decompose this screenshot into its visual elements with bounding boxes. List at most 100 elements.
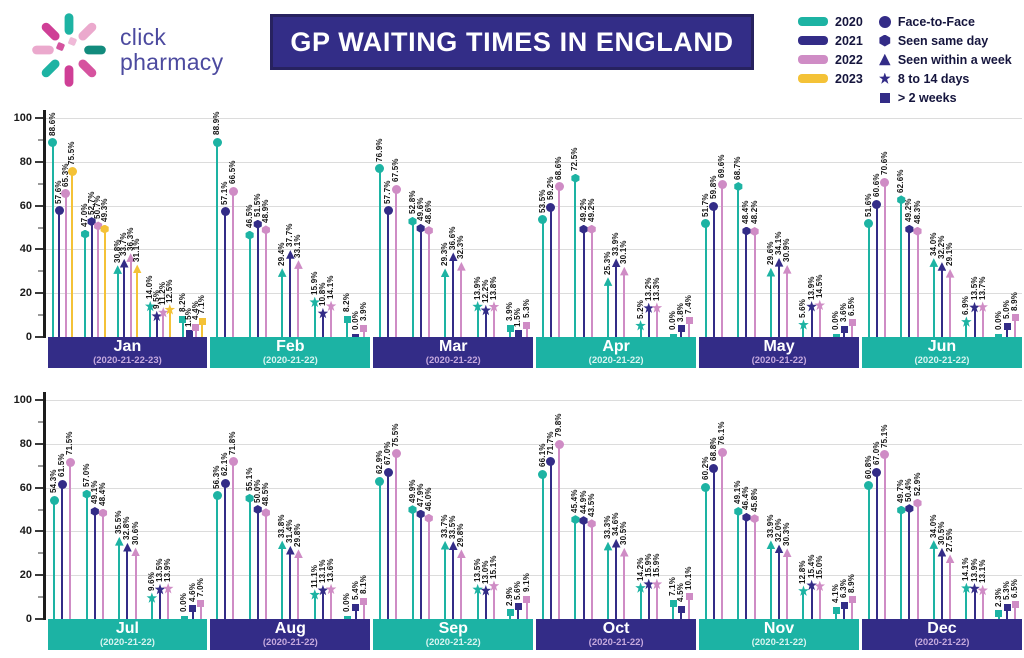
face-to-face-marker: [872, 467, 882, 477]
value-label: 3.9%: [358, 302, 368, 322]
seen-same-day-marker: [905, 224, 914, 234]
value-label: 15.1%: [488, 555, 498, 579]
value-label: 5.3%: [521, 299, 531, 319]
seen-within-a-week-marker: [286, 250, 295, 259]
month-name: Jun: [927, 338, 957, 355]
value-label: 31.1%: [132, 238, 142, 262]
y-axis-tick: [35, 530, 43, 533]
y-axis-tick-label: 20: [19, 287, 32, 300]
y-axis-tick: [38, 226, 43, 229]
seen-same-day-marker: [897, 505, 906, 515]
stem-2022: [623, 552, 626, 619]
month-name: Feb: [276, 338, 305, 355]
legend-marker-item: Seen same day: [879, 31, 1012, 50]
stem-2021: [191, 608, 194, 619]
face-to-face-marker: [391, 184, 401, 194]
legend-year-label: 2022: [835, 52, 863, 67]
8-to-14-days-marker: [977, 584, 988, 596]
stem-2020: [216, 142, 219, 337]
value-label: 88.6%: [47, 112, 57, 136]
value-label: 13.3%: [651, 277, 661, 301]
seen-same-day-marker: [81, 229, 90, 239]
y-axis-tick: [38, 420, 43, 423]
seen-same-day-marker: [98, 508, 108, 518]
month-name: Aug: [274, 620, 306, 637]
seen-same-day-marker: [424, 226, 433, 236]
8-to-14-days-marker: [309, 589, 321, 600]
y-axis-tick: [38, 552, 43, 555]
stem-2021: [256, 224, 259, 337]
seen-same-day-marker: [90, 506, 99, 516]
seen-within-a-week-marker: [937, 547, 947, 557]
value-label: 5.2%: [635, 299, 645, 319]
stem-2022: [102, 513, 104, 619]
stem-2022: [525, 325, 528, 337]
month-years-sublabel: (2020-21-22-23): [93, 355, 162, 366]
seen-within-a-week-marker: [782, 265, 792, 274]
value-label: 10.1%: [684, 566, 694, 590]
seen-within-a-week-marker: [603, 541, 613, 551]
8-to-14-days-marker: [798, 319, 809, 330]
stem-2021: [419, 514, 422, 619]
stem-2022: [818, 586, 821, 619]
value-label: 88.9%: [212, 111, 222, 136]
face-to-face-marker: [701, 219, 711, 229]
stem-2021: [93, 511, 96, 619]
month-name: Sep: [438, 620, 468, 637]
gridline: [46, 575, 1022, 577]
stem-2021: [615, 262, 618, 337]
gridline: [46, 249, 1022, 251]
face-to-face-marker: [375, 164, 385, 174]
stem-2022: [232, 191, 235, 337]
stem-2022: [916, 503, 919, 619]
stem-2022: [362, 601, 365, 619]
2-weeks-marker: [669, 599, 677, 607]
seen-same-day-marker: [424, 513, 433, 523]
seen-within-a-week-marker: [619, 266, 629, 276]
2-weeks-marker: [685, 317, 693, 325]
stem-2020: [900, 510, 903, 619]
chart-row-bottom: 0 20 40 60 80 100 54.3% 61.5% 71.5% 57.0% 49.1% 48.…: [0, 390, 1024, 658]
stem-2020: [607, 546, 609, 619]
y-axis-tick-label: 80: [19, 437, 32, 450]
stem-2023: [201, 321, 204, 337]
y-axis-tick: [35, 160, 43, 163]
legend-marker-label: Face-to-Face: [897, 14, 975, 29]
month-years-sublabel: (2020-21-22): [914, 355, 970, 366]
value-label: 6.5%: [847, 296, 857, 316]
stem-2021: [452, 545, 455, 619]
8-to-14-days-marker: [643, 578, 654, 590]
month-label-may: May (2020-21-22): [699, 337, 859, 368]
value-label: 5.6%: [798, 298, 808, 318]
value-label: 30.6%: [130, 521, 140, 545]
face-to-face-marker: [49, 495, 59, 505]
stem-2021: [123, 263, 126, 337]
stem-2021: [1006, 326, 1009, 337]
seen-same-day-marker: [897, 195, 906, 205]
value-label: 30.5%: [619, 521, 629, 546]
2-weeks-marker: [514, 330, 522, 338]
y-axis-tick-label: 40: [19, 525, 32, 538]
stem-2021: [615, 543, 618, 619]
seen-within-a-week-marker: [448, 252, 458, 262]
y-axis-tick: [35, 486, 43, 489]
y-axis-tick-label: 100: [13, 394, 32, 406]
face-to-face-marker: [220, 478, 230, 488]
stem-2022: [264, 512, 267, 619]
month-label-aug: Aug (2020-21-22): [210, 619, 371, 650]
stem-2022: [395, 453, 398, 619]
stem-2022: [134, 551, 137, 619]
y-axis-tick: [38, 138, 43, 141]
8-to-14-days-marker: [635, 320, 646, 331]
value-label: 49.3%: [99, 198, 109, 223]
stem-2022: [362, 328, 365, 337]
8-to-14-days-marker: [144, 300, 156, 312]
stem-2020: [411, 509, 414, 619]
month-years-sublabel: (2020-21-22): [588, 637, 644, 648]
face-to-face-marker: [228, 186, 238, 196]
stem-2022: [818, 305, 821, 337]
month-label-apr: Apr (2020-21-22): [536, 337, 697, 368]
seen-within-a-week-marker: [277, 540, 287, 550]
stem-2021: [647, 308, 650, 337]
stem-2020: [476, 306, 479, 337]
